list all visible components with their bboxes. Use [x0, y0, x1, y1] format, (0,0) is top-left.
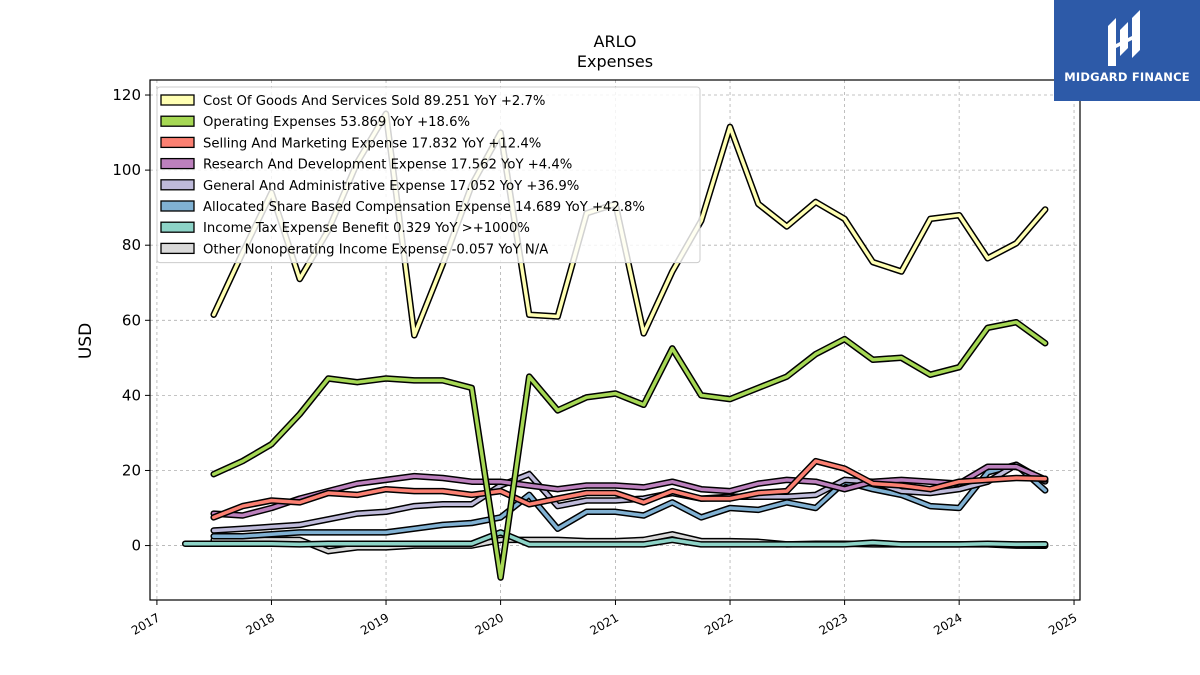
- x-tick-label: 2018: [244, 610, 277, 637]
- legend: Cost Of Goods And Services Sold 89.251 Y…: [156, 86, 701, 264]
- legend-label-5: Allocated Share Based Compensation Expen…: [203, 200, 645, 215]
- y-tick-label: 100: [112, 161, 141, 179]
- chart-title: ARLO: [594, 32, 637, 51]
- legend-label-2: Selling And Marketing Expense 17.832 YoY…: [203, 136, 541, 151]
- x-tick-label: 2023: [817, 610, 850, 637]
- x-tick-label: 2024: [931, 610, 964, 637]
- y-tick-label: 0: [131, 537, 141, 555]
- legend-label-3: Research And Development Expense 17.562 …: [203, 158, 572, 173]
- series-line-5: [211, 463, 1047, 538]
- x-tick-label: 2021: [588, 610, 621, 637]
- x-tick-label: 2017: [129, 610, 162, 637]
- legend-swatch-5: [160, 200, 195, 212]
- y-tick-label: 40: [122, 386, 141, 404]
- series-line-3: [211, 464, 1047, 518]
- legend-swatch-6: [160, 221, 195, 233]
- x-tick-label: 2025: [1046, 610, 1079, 637]
- legend-swatch-2: [160, 136, 195, 149]
- legend-label-4: General And Administrative Expense 17.05…: [203, 179, 579, 194]
- series-line-6: [183, 530, 1047, 547]
- legend-label-0: Cost Of Goods And Services Sold 89.251 Y…: [203, 94, 545, 109]
- y-tick-label: 60: [122, 311, 141, 329]
- legend-swatch-1: [160, 115, 195, 127]
- series-line-1: [211, 320, 1047, 580]
- chart-subtitle: Expenses: [577, 52, 653, 71]
- brand-logo: MIDGARD FINANCE: [1054, 0, 1200, 101]
- y-tick-label: 80: [122, 236, 141, 254]
- brand-mark-icon: [1108, 10, 1140, 66]
- y-axis-label: USD: [76, 323, 96, 359]
- y-tick-label: 20: [122, 461, 141, 479]
- legend-label-7: Other Nonoperating Income Expense -0.057…: [203, 242, 548, 257]
- legend-swatch-4: [160, 179, 195, 191]
- legend-box: [156, 86, 701, 264]
- series-line-2: [211, 459, 1047, 520]
- legend-swatch-3: [160, 157, 195, 170]
- legend-label-6: Income Tax Expense Benefit 0.329 YoY >+1…: [203, 221, 530, 236]
- x-tick-label: 2022: [702, 610, 735, 637]
- legend-label-1: Operating Expenses 53.869 YoY +18.6%: [203, 115, 470, 130]
- y-tick-label: 120: [112, 86, 141, 104]
- x-tick-label: 2019: [358, 610, 391, 637]
- brand-name: MIDGARD FINANCE: [1064, 70, 1190, 84]
- x-tick-label: 2020: [473, 610, 506, 637]
- legend-swatch-7: [160, 242, 195, 255]
- legend-swatch-0: [160, 94, 195, 106]
